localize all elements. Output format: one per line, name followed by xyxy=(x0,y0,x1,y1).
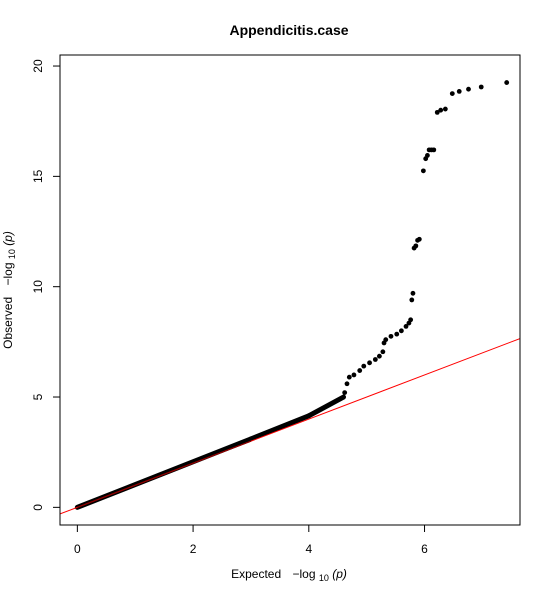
data-point xyxy=(431,147,437,153)
dense-points-2 xyxy=(248,413,312,442)
data-point xyxy=(357,368,363,373)
y-axis-label-main: Observed xyxy=(1,297,15,349)
data-point xyxy=(438,107,444,113)
x-axis-label: Expected −log 10 (p) xyxy=(231,567,347,584)
data-point xyxy=(403,324,409,329)
x-axis-label-sub: 10 xyxy=(319,573,329,583)
data-point xyxy=(425,152,430,158)
x-tick-label: 0 xyxy=(74,542,81,556)
y-tick-label: 15 xyxy=(31,169,45,183)
y-axis-label-suffix: (p) xyxy=(1,231,15,246)
data-point xyxy=(456,89,462,94)
y-tick-label: 0 xyxy=(31,504,45,511)
data-point xyxy=(478,84,484,90)
data-point xyxy=(449,91,455,97)
x-axis-label-main: Expected xyxy=(231,567,281,581)
data-point xyxy=(346,374,352,380)
chart-title: Appendicitis.case xyxy=(229,22,348,38)
data-point xyxy=(434,109,440,115)
x-tick-label: 4 xyxy=(305,542,312,556)
reference-line-overlap xyxy=(77,440,252,508)
x-axis-label-suffix: (p) xyxy=(332,567,347,581)
data-point xyxy=(408,317,414,323)
data-point xyxy=(376,353,382,359)
x-tick-label: 6 xyxy=(421,542,428,556)
data-point xyxy=(388,333,394,339)
data-point xyxy=(351,372,357,378)
x-axis-label-prefix: −log xyxy=(292,567,315,581)
plot-frame xyxy=(59,54,521,526)
data-point xyxy=(409,297,415,303)
y-tick-label: 5 xyxy=(31,393,45,400)
data-point xyxy=(466,86,471,92)
y-axis-label-sub: 10 xyxy=(7,249,17,259)
data-point xyxy=(344,381,350,387)
y-tick-label: 10 xyxy=(31,280,45,294)
data-point xyxy=(420,168,426,174)
data-point xyxy=(372,357,378,362)
plot-area xyxy=(60,80,520,515)
data-point xyxy=(504,80,510,85)
data-point xyxy=(416,236,422,242)
data-point xyxy=(342,390,348,396)
data-point xyxy=(398,328,404,334)
data-point xyxy=(361,363,367,369)
data-point xyxy=(394,331,400,337)
data-point xyxy=(410,290,416,296)
plot-clip-group xyxy=(60,80,520,515)
dense-points-3 xyxy=(306,394,347,419)
data-point xyxy=(367,360,372,366)
data-point xyxy=(380,349,386,355)
data-point xyxy=(383,337,389,343)
y-axis-label-prefix: −log xyxy=(1,262,15,285)
data-point xyxy=(442,106,448,112)
axes: 0 2 4 6 0 5 10 15 20 xyxy=(31,59,428,556)
y-axis-label: Observed −log 10 (p) xyxy=(1,231,18,349)
y-tick-label: 20 xyxy=(31,59,45,73)
x-tick-label: 2 xyxy=(190,542,197,556)
data-point xyxy=(413,243,419,249)
